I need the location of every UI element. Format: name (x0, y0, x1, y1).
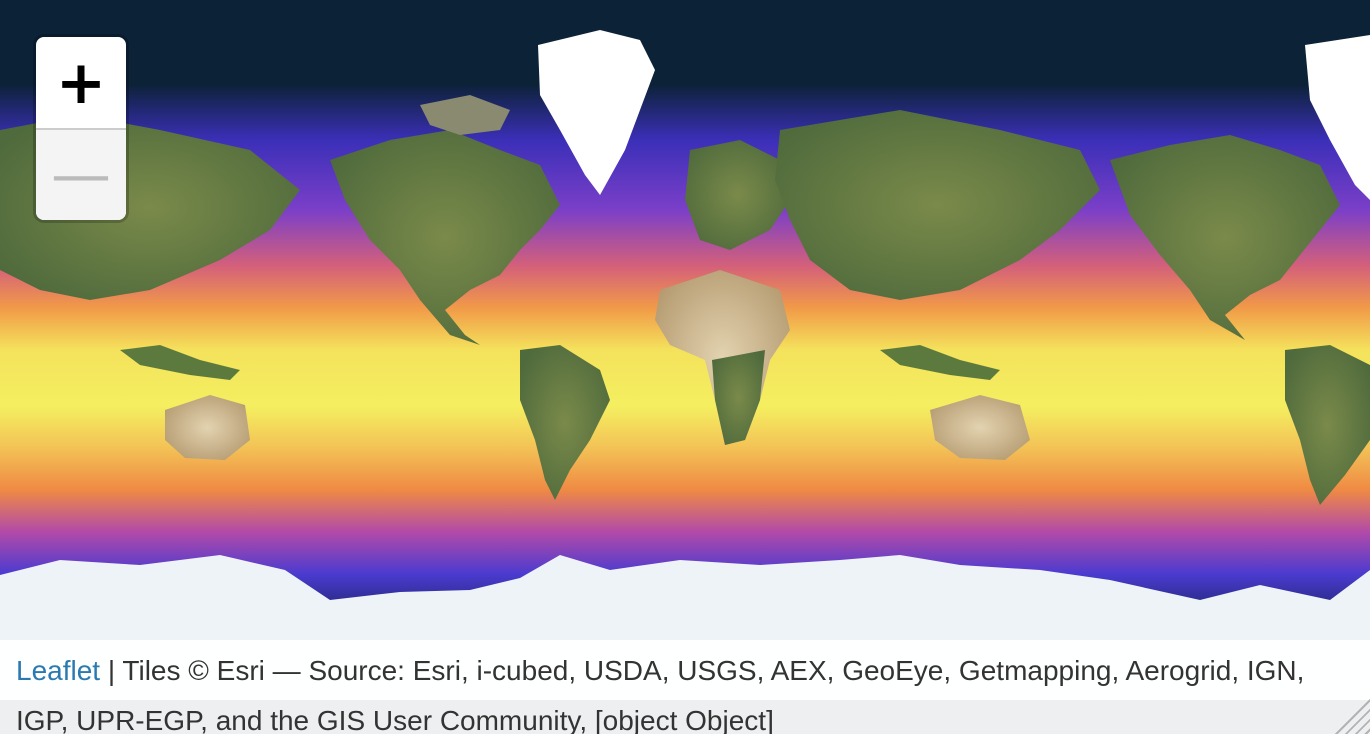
map-attribution: Leaflet | Tiles © Esri — Source: Esri, i… (0, 640, 1370, 734)
asia (775, 110, 1100, 300)
world-copy-left (330, 30, 1100, 500)
attribution-separator: | (100, 655, 123, 686)
australia (930, 395, 1030, 460)
south-america (520, 345, 610, 500)
indonesia-west-copy (120, 345, 240, 380)
attribution-text: Tiles © Esri — Source: Esri, i-cubed, US… (16, 655, 1305, 734)
zoom-control: + — (36, 37, 126, 220)
australia-west-copy (165, 395, 250, 460)
world-copy-right (1110, 35, 1370, 505)
minus-icon: — (51, 140, 111, 210)
zoom-in-button[interactable]: + (36, 37, 126, 130)
greenland (538, 30, 655, 195)
zoom-out-button[interactable]: — (36, 130, 126, 220)
north-america-right-copy (1110, 135, 1340, 340)
leaflet-link[interactable]: Leaflet (16, 655, 101, 686)
north-america (330, 130, 560, 345)
indonesia (880, 345, 1000, 380)
plus-icon: + (55, 47, 107, 118)
arctic-islands (420, 95, 510, 135)
central-africa (712, 350, 765, 445)
greenland-right-copy (1305, 35, 1370, 200)
europe (685, 140, 790, 250)
south-america-right-copy (1285, 345, 1370, 505)
